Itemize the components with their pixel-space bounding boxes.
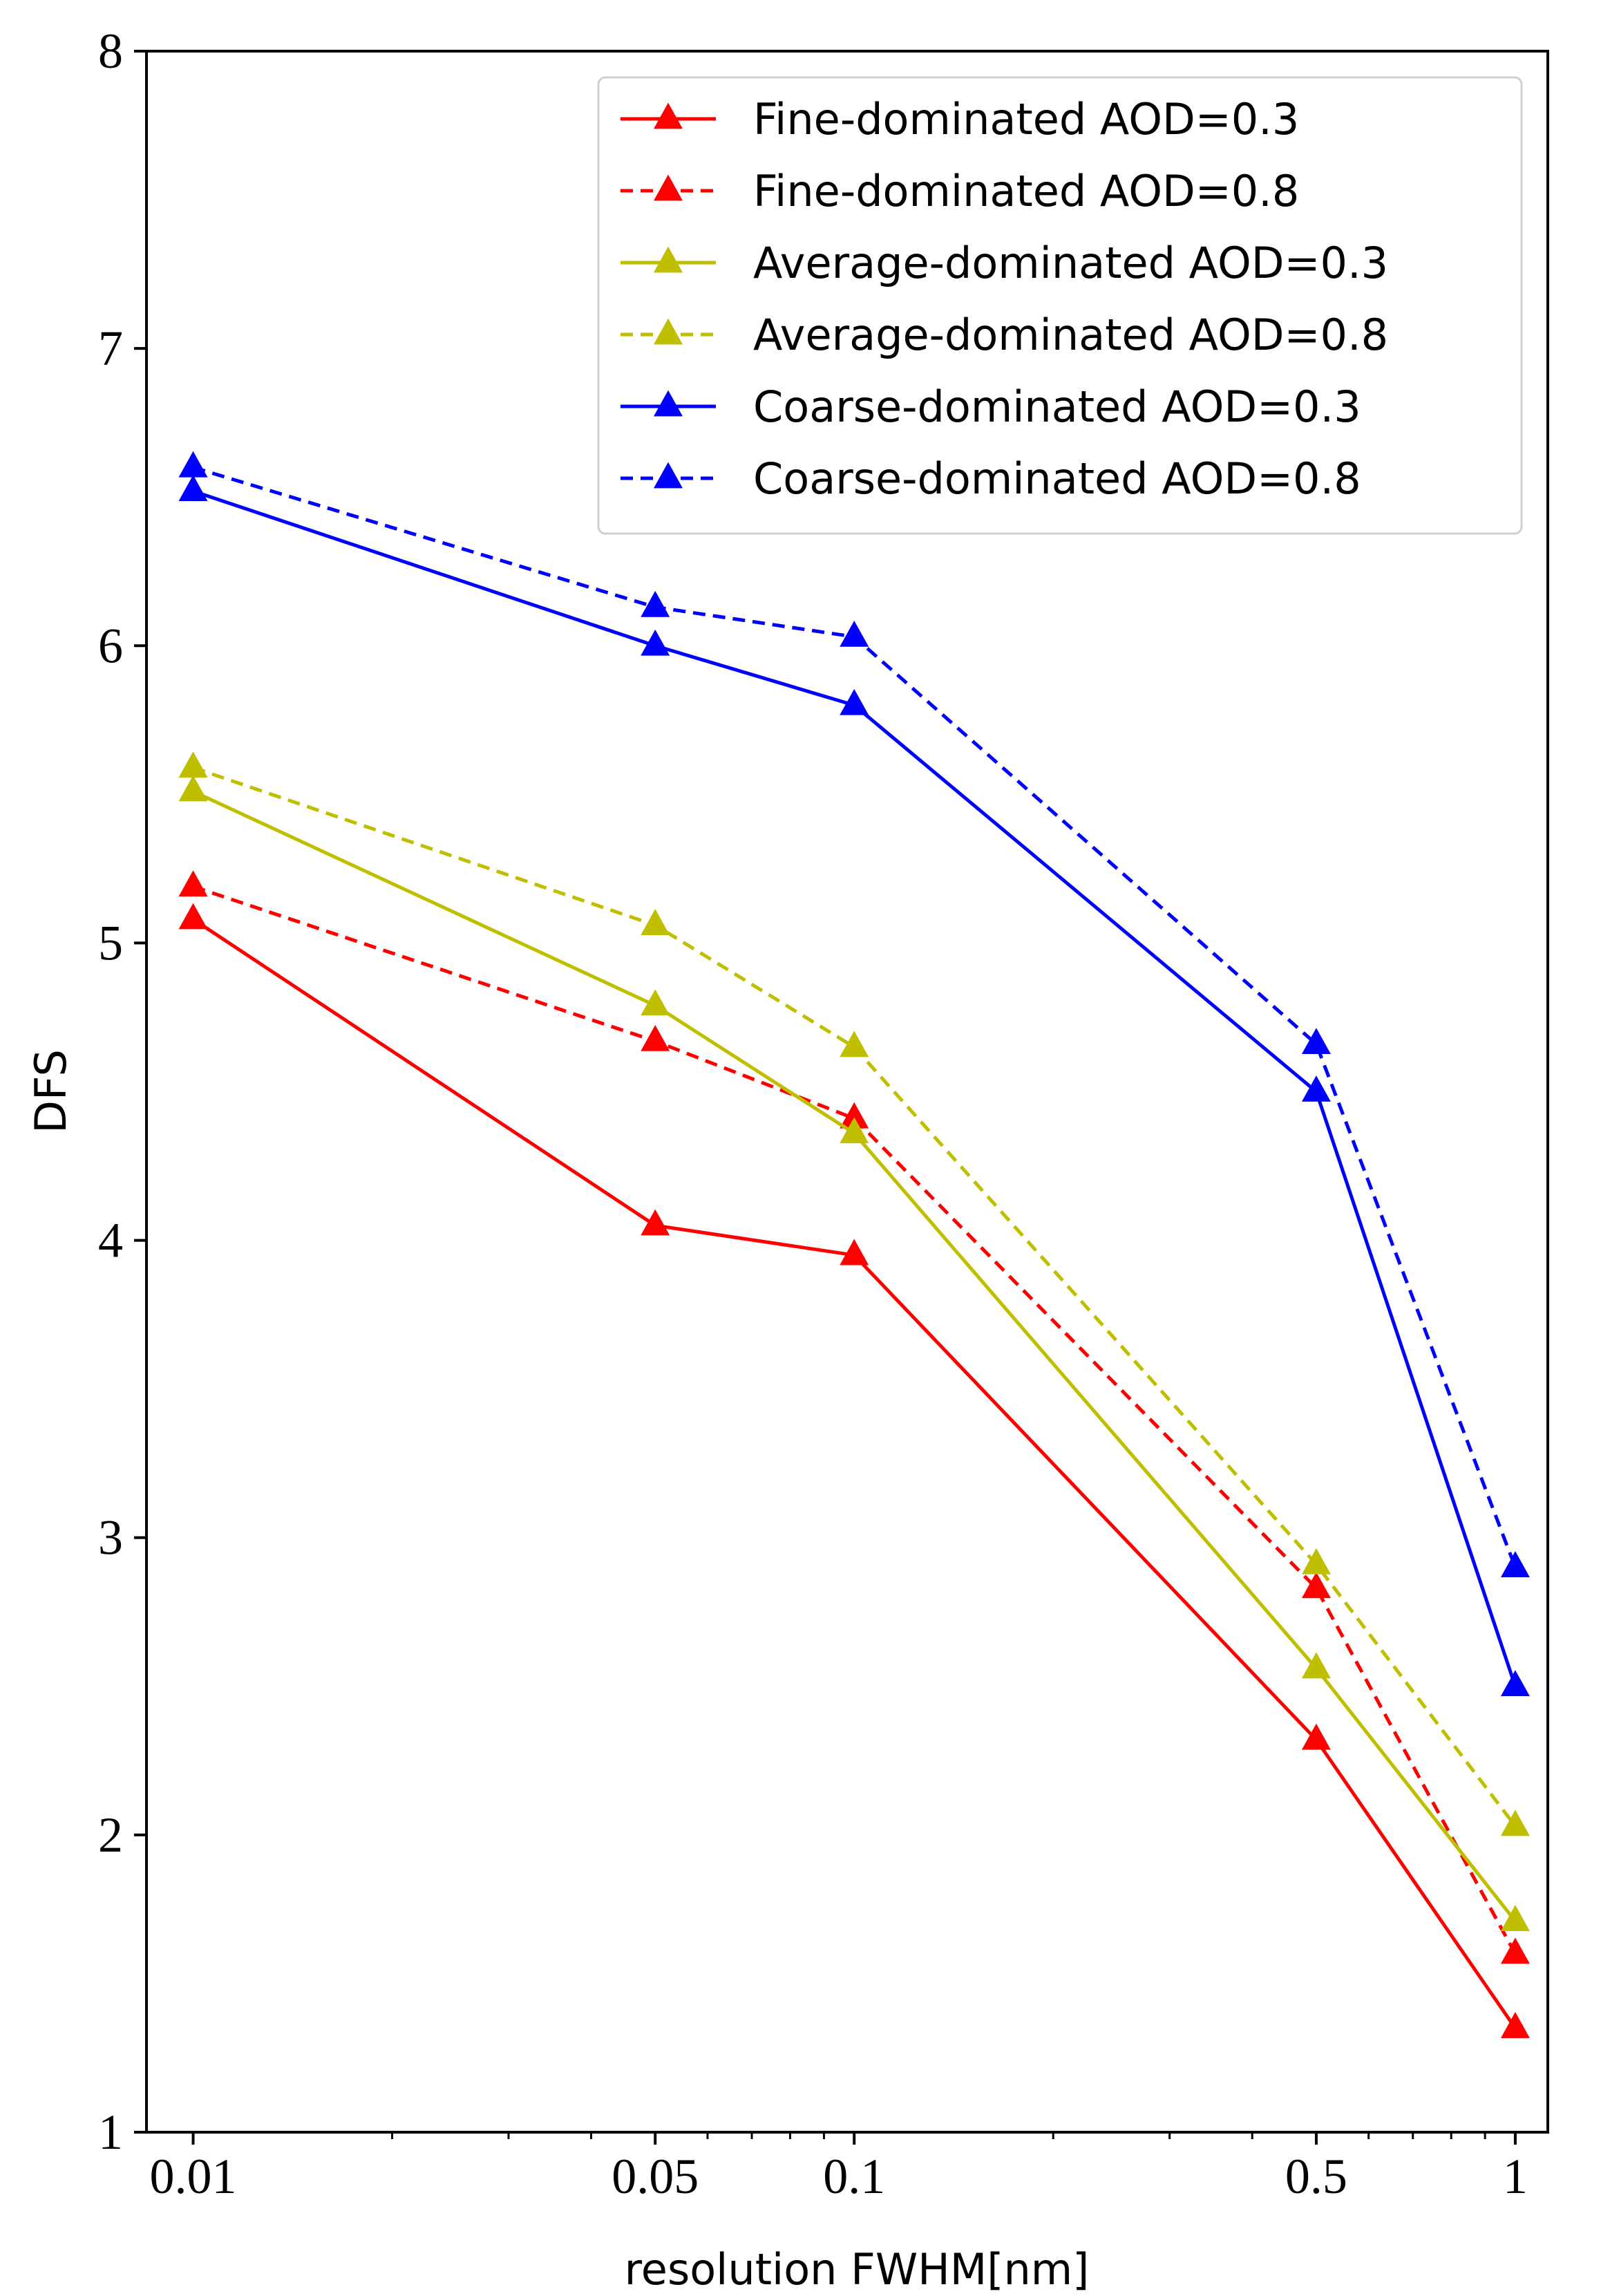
y-axis-label: DFS bbox=[26, 1049, 76, 1133]
series bbox=[178, 475, 1530, 1697]
x-axis: 0.01 0.05 0.1 0.5 1 bbox=[150, 2132, 1528, 2204]
legend-marker bbox=[654, 390, 683, 417]
series bbox=[178, 903, 1530, 2038]
data-point-marker bbox=[1301, 1652, 1331, 1679]
legend-item: Coarse-dominated AOD=0.3 bbox=[621, 382, 1361, 432]
y-tick-label: 1 bbox=[98, 2105, 123, 2160]
data-point-marker bbox=[840, 1102, 869, 1129]
series bbox=[178, 451, 1530, 1578]
data-point-marker bbox=[840, 1239, 869, 1265]
series bbox=[178, 775, 1530, 1931]
plot-area bbox=[178, 451, 1530, 2038]
data-point-marker bbox=[1500, 1905, 1530, 1931]
data-point-marker bbox=[641, 590, 670, 617]
data-point-marker bbox=[1301, 1075, 1331, 1102]
data-point-marker bbox=[641, 629, 670, 656]
legend-item: Fine-dominated AOD=0.8 bbox=[621, 166, 1299, 216]
legend-item: Average-dominated AOD=0.8 bbox=[621, 310, 1388, 360]
legend-item: Fine-dominated AOD=0.3 bbox=[621, 94, 1299, 144]
data-point-marker bbox=[178, 870, 208, 897]
x-tick-label: 1 bbox=[1503, 2149, 1528, 2204]
data-point-marker bbox=[840, 620, 869, 647]
data-point-marker bbox=[178, 751, 208, 778]
legend-label: Fine-dominated AOD=0.3 bbox=[753, 94, 1299, 144]
data-point-marker bbox=[641, 909, 670, 935]
x-tick-label: 0.01 bbox=[150, 2149, 237, 2204]
legend-item: Average-dominated AOD=0.3 bbox=[621, 238, 1388, 288]
data-point-marker bbox=[641, 1024, 670, 1051]
data-point-marker bbox=[1301, 1572, 1331, 1599]
legend-marker bbox=[654, 174, 683, 201]
y-tick-label: 7 bbox=[98, 321, 123, 376]
y-tick-label: 2 bbox=[98, 1807, 123, 1863]
y-tick-label: 4 bbox=[98, 1213, 123, 1268]
legend-marker bbox=[654, 318, 683, 345]
legend-box bbox=[597, 76, 1523, 535]
legend-label: Coarse-dominated AOD=0.3 bbox=[753, 382, 1361, 432]
y-tick-label: 8 bbox=[98, 23, 123, 79]
y-tick-label: 3 bbox=[98, 1510, 123, 1565]
data-point-marker bbox=[840, 1117, 869, 1144]
legend: Fine-dominated AOD=0.3 Fine-dominated AOD… bbox=[597, 76, 1523, 535]
data-point-marker bbox=[178, 475, 208, 501]
data-point-marker bbox=[178, 903, 208, 930]
data-point-marker bbox=[1301, 1723, 1331, 1750]
legend-marker bbox=[654, 462, 683, 489]
y-tick-label: 5 bbox=[98, 915, 123, 970]
data-point-marker bbox=[641, 989, 670, 1016]
x-tick-label: 0.05 bbox=[612, 2149, 699, 2204]
data-point-marker bbox=[1301, 1028, 1331, 1055]
x-tick-label: 0.5 bbox=[1285, 2149, 1347, 2204]
legend-marker bbox=[654, 102, 683, 129]
x-axis-label: resolution FWHM[nm] bbox=[625, 2244, 1090, 2295]
legend-item: Coarse-dominated AOD=0.8 bbox=[621, 453, 1361, 504]
data-point-marker bbox=[840, 1031, 869, 1057]
legend-label: Coarse-dominated AOD=0.8 bbox=[753, 453, 1361, 504]
data-point-marker bbox=[178, 451, 208, 478]
data-point-marker bbox=[178, 775, 208, 802]
data-point-marker bbox=[1500, 2012, 1530, 2038]
series bbox=[178, 870, 1530, 1964]
plot-frame bbox=[145, 50, 1549, 2134]
series bbox=[178, 751, 1530, 1836]
data-point-marker bbox=[1500, 1809, 1530, 1836]
data-point-marker bbox=[840, 688, 869, 715]
legend-label: Average-dominated AOD=0.3 bbox=[753, 238, 1388, 288]
legend-label: Fine-dominated AOD=0.8 bbox=[753, 166, 1299, 216]
x-tick-label: 0.1 bbox=[823, 2149, 885, 2204]
data-point-marker bbox=[1500, 1551, 1530, 1578]
y-axis: 1 2 3 4 5 6 7 8 bbox=[98, 23, 146, 2160]
data-point-marker bbox=[1500, 1937, 1530, 1964]
y-tick-label: 6 bbox=[98, 618, 123, 673]
data-point-marker bbox=[1500, 1670, 1530, 1697]
data-point-marker bbox=[1301, 1547, 1331, 1574]
series-line bbox=[192, 885, 1517, 1955]
data-point-marker bbox=[641, 1209, 670, 1236]
legend-marker bbox=[654, 246, 683, 273]
series-line bbox=[192, 789, 1517, 1923]
legend-label: Average-dominated AOD=0.8 bbox=[753, 310, 1388, 360]
